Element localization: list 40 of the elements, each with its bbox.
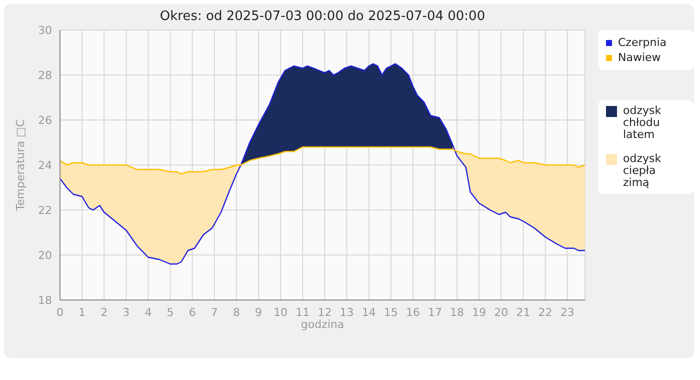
x-tick-label: 4 — [144, 306, 152, 319]
x-tick-label: 15 — [384, 306, 398, 319]
x-tick-label: 9 — [255, 306, 262, 319]
y-tick-label: 18 — [38, 294, 52, 307]
chart-title: Okres: od 2025-07-03 00:00 do 2025-07-04 00:00 — [158, 9, 486, 24]
x-tick-label: 19 — [472, 306, 486, 319]
y-tick-label: 24 — [38, 158, 52, 172]
x-tick-label: 18 — [450, 306, 464, 319]
legend-label: Czerpnia — [618, 35, 666, 50]
x-tick-label: 5 — [166, 306, 174, 319]
x-tick-label: 22 — [538, 306, 552, 319]
x-tick-label: 3 — [122, 306, 130, 319]
legend-label: odzysk ciepła zimą — [623, 152, 662, 189]
x-tick-label: 11 — [296, 306, 310, 319]
y-tick-label: 20 — [38, 248, 52, 262]
y-tick-label: 22 — [38, 204, 52, 217]
x-tick-label: 6 — [188, 306, 196, 319]
x-tick-label: 8 — [232, 306, 240, 319]
legend-label: Nawiew — [618, 50, 661, 65]
x-tick-label: 14 — [362, 306, 376, 319]
x-tick-label: 21 — [516, 306, 530, 319]
x-tick-label: 1 — [78, 306, 86, 319]
line-series — [60, 146, 585, 175]
y-tick-label: 26 — [38, 114, 52, 127]
x-tick-label: 23 — [560, 306, 574, 319]
x-tick-label: 12 — [318, 306, 332, 319]
x-tick-label: 0 — [56, 306, 64, 319]
y-tick-label: 28 — [38, 68, 52, 82]
x-tick-label: 7 — [210, 306, 218, 319]
line-series — [60, 63, 585, 265]
x-tick-label: 20 — [494, 306, 508, 319]
y-tick-label: 30 — [38, 24, 52, 37]
x-tick-label: 17 — [428, 306, 442, 319]
x-tick-label: 10 — [274, 306, 288, 319]
x-tick-label: 13 — [340, 306, 354, 319]
y-axis-title: Temperatura □C — [14, 118, 27, 212]
x-tick-label: 2 — [100, 306, 108, 319]
x-axis-title: godzina — [300, 318, 344, 331]
legend-label: odzysk chłodu latem — [623, 104, 662, 141]
x-tick-label: 16 — [406, 306, 420, 319]
